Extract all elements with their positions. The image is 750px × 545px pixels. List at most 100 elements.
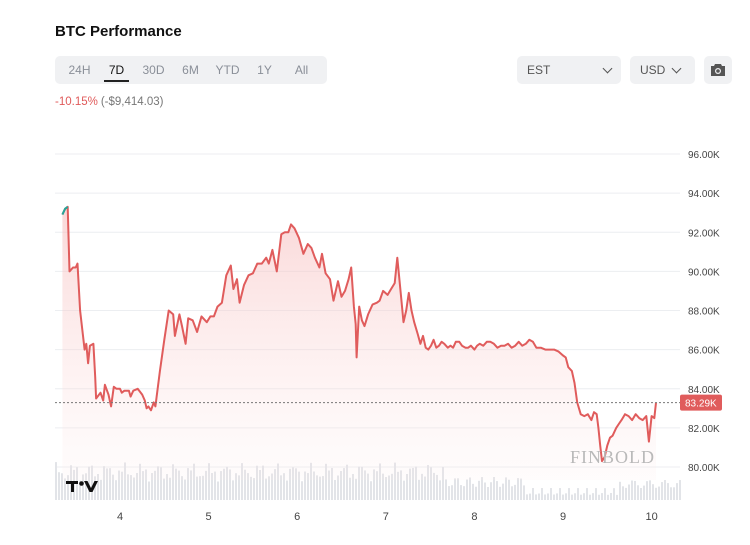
volume-bar [292,467,294,500]
volume-bar [439,480,441,500]
volume-bar [436,474,438,500]
volume-bar [442,466,444,500]
volume-bar [391,473,393,500]
volume-bar [361,466,363,500]
volume-bar [130,475,132,500]
volume-bar [91,465,93,500]
volume-bar [205,470,207,500]
volume-bar [286,480,288,500]
volume-bar [445,479,447,500]
volume-bar [199,476,201,500]
volume-bar [214,471,216,500]
volume-bar [532,488,534,500]
volume-bar [583,493,585,500]
volume-bar [208,463,210,500]
volume-bar [67,475,69,500]
volume-bar [58,472,60,500]
volume-bar [628,484,630,500]
volume-bar [226,466,228,500]
volume-bar [283,473,285,500]
volume-bar [154,470,156,500]
volume-bar [256,465,258,500]
volume-bar [418,479,420,500]
volume-bar [637,485,639,500]
volume-bar [514,484,516,500]
volume-bar [607,494,609,500]
volume-bar [433,472,435,500]
timezone-select[interactable]: EST [517,56,621,84]
camera-icon [711,64,725,76]
volume-bar [109,468,111,500]
volume-bar [100,479,102,500]
tab-24h[interactable]: 24H [68,63,91,77]
volume-bar [556,493,558,500]
volume-bar [559,488,561,500]
volume-bar [232,480,234,500]
volume-bar [421,473,423,500]
y-tick-label: 84.00K [688,385,720,396]
tab-ytd[interactable]: YTD [215,63,240,77]
volume-bar [580,494,582,500]
volume-bar [646,481,648,500]
x-tick-label: 6 [294,511,300,523]
volume-bar [571,494,573,500]
volume-bar [271,473,273,500]
x-tick-label: 9 [560,511,566,523]
volume-bar [97,474,99,500]
volume-bar [259,469,261,500]
tab-all[interactable]: All [294,63,309,77]
volume-bar [610,493,612,500]
volume-bar [103,466,105,500]
volume-bar [172,464,174,500]
volume-bar [487,486,489,500]
tab-30d[interactable]: 30D [142,63,165,77]
volume-bar [649,480,651,500]
volume-bar [280,475,282,500]
x-tick-label: 5 [206,511,212,523]
volume-bar [79,480,81,500]
volume-bar [124,462,126,500]
volume-bar [178,470,180,500]
volume-bar [658,486,660,500]
volume-bar [562,494,564,500]
volume-bar [250,476,252,500]
x-tick-label: 10 [645,511,657,523]
volume-bar [577,488,579,500]
change-absolute: (-$9,414.03) [100,96,164,108]
volume-bar [616,494,618,500]
page-title: BTC Performance [55,23,182,40]
volume-bar [541,488,543,500]
volume-bar [196,476,198,500]
volume-bar [463,486,465,500]
tab-6m[interactable]: 6M [182,63,199,77]
volume-bar [295,468,297,500]
y-tick-label: 96.00K [688,150,720,161]
volume-bar [223,468,225,500]
volume-bar [592,493,594,500]
volume-bar [346,464,348,500]
volume-bar [400,470,402,500]
volume-bar [466,479,468,500]
volume-bar [166,474,168,500]
volume-bar [334,480,336,500]
volume-bar [568,488,570,500]
y-tick-label: 82.00K [688,424,720,435]
volume-bar [247,473,249,500]
volume-bar [403,480,405,500]
volume-bar [670,487,672,500]
volume-bar [394,462,396,500]
volume-bar [370,481,372,500]
tab-7d[interactable]: 7D [98,56,135,84]
volume-bar [451,485,453,500]
y-tick-label: 90.00K [688,267,720,278]
currency-select[interactable]: USD [630,56,695,84]
volume-bar [175,468,177,500]
volume-bar [661,482,663,500]
tab-1y[interactable]: 1Y [257,63,272,77]
screenshot-button[interactable] [704,56,732,84]
volume-bar [61,473,63,500]
volume-bar [94,476,96,500]
volume-bar [496,481,498,500]
volume-bar [427,465,429,500]
